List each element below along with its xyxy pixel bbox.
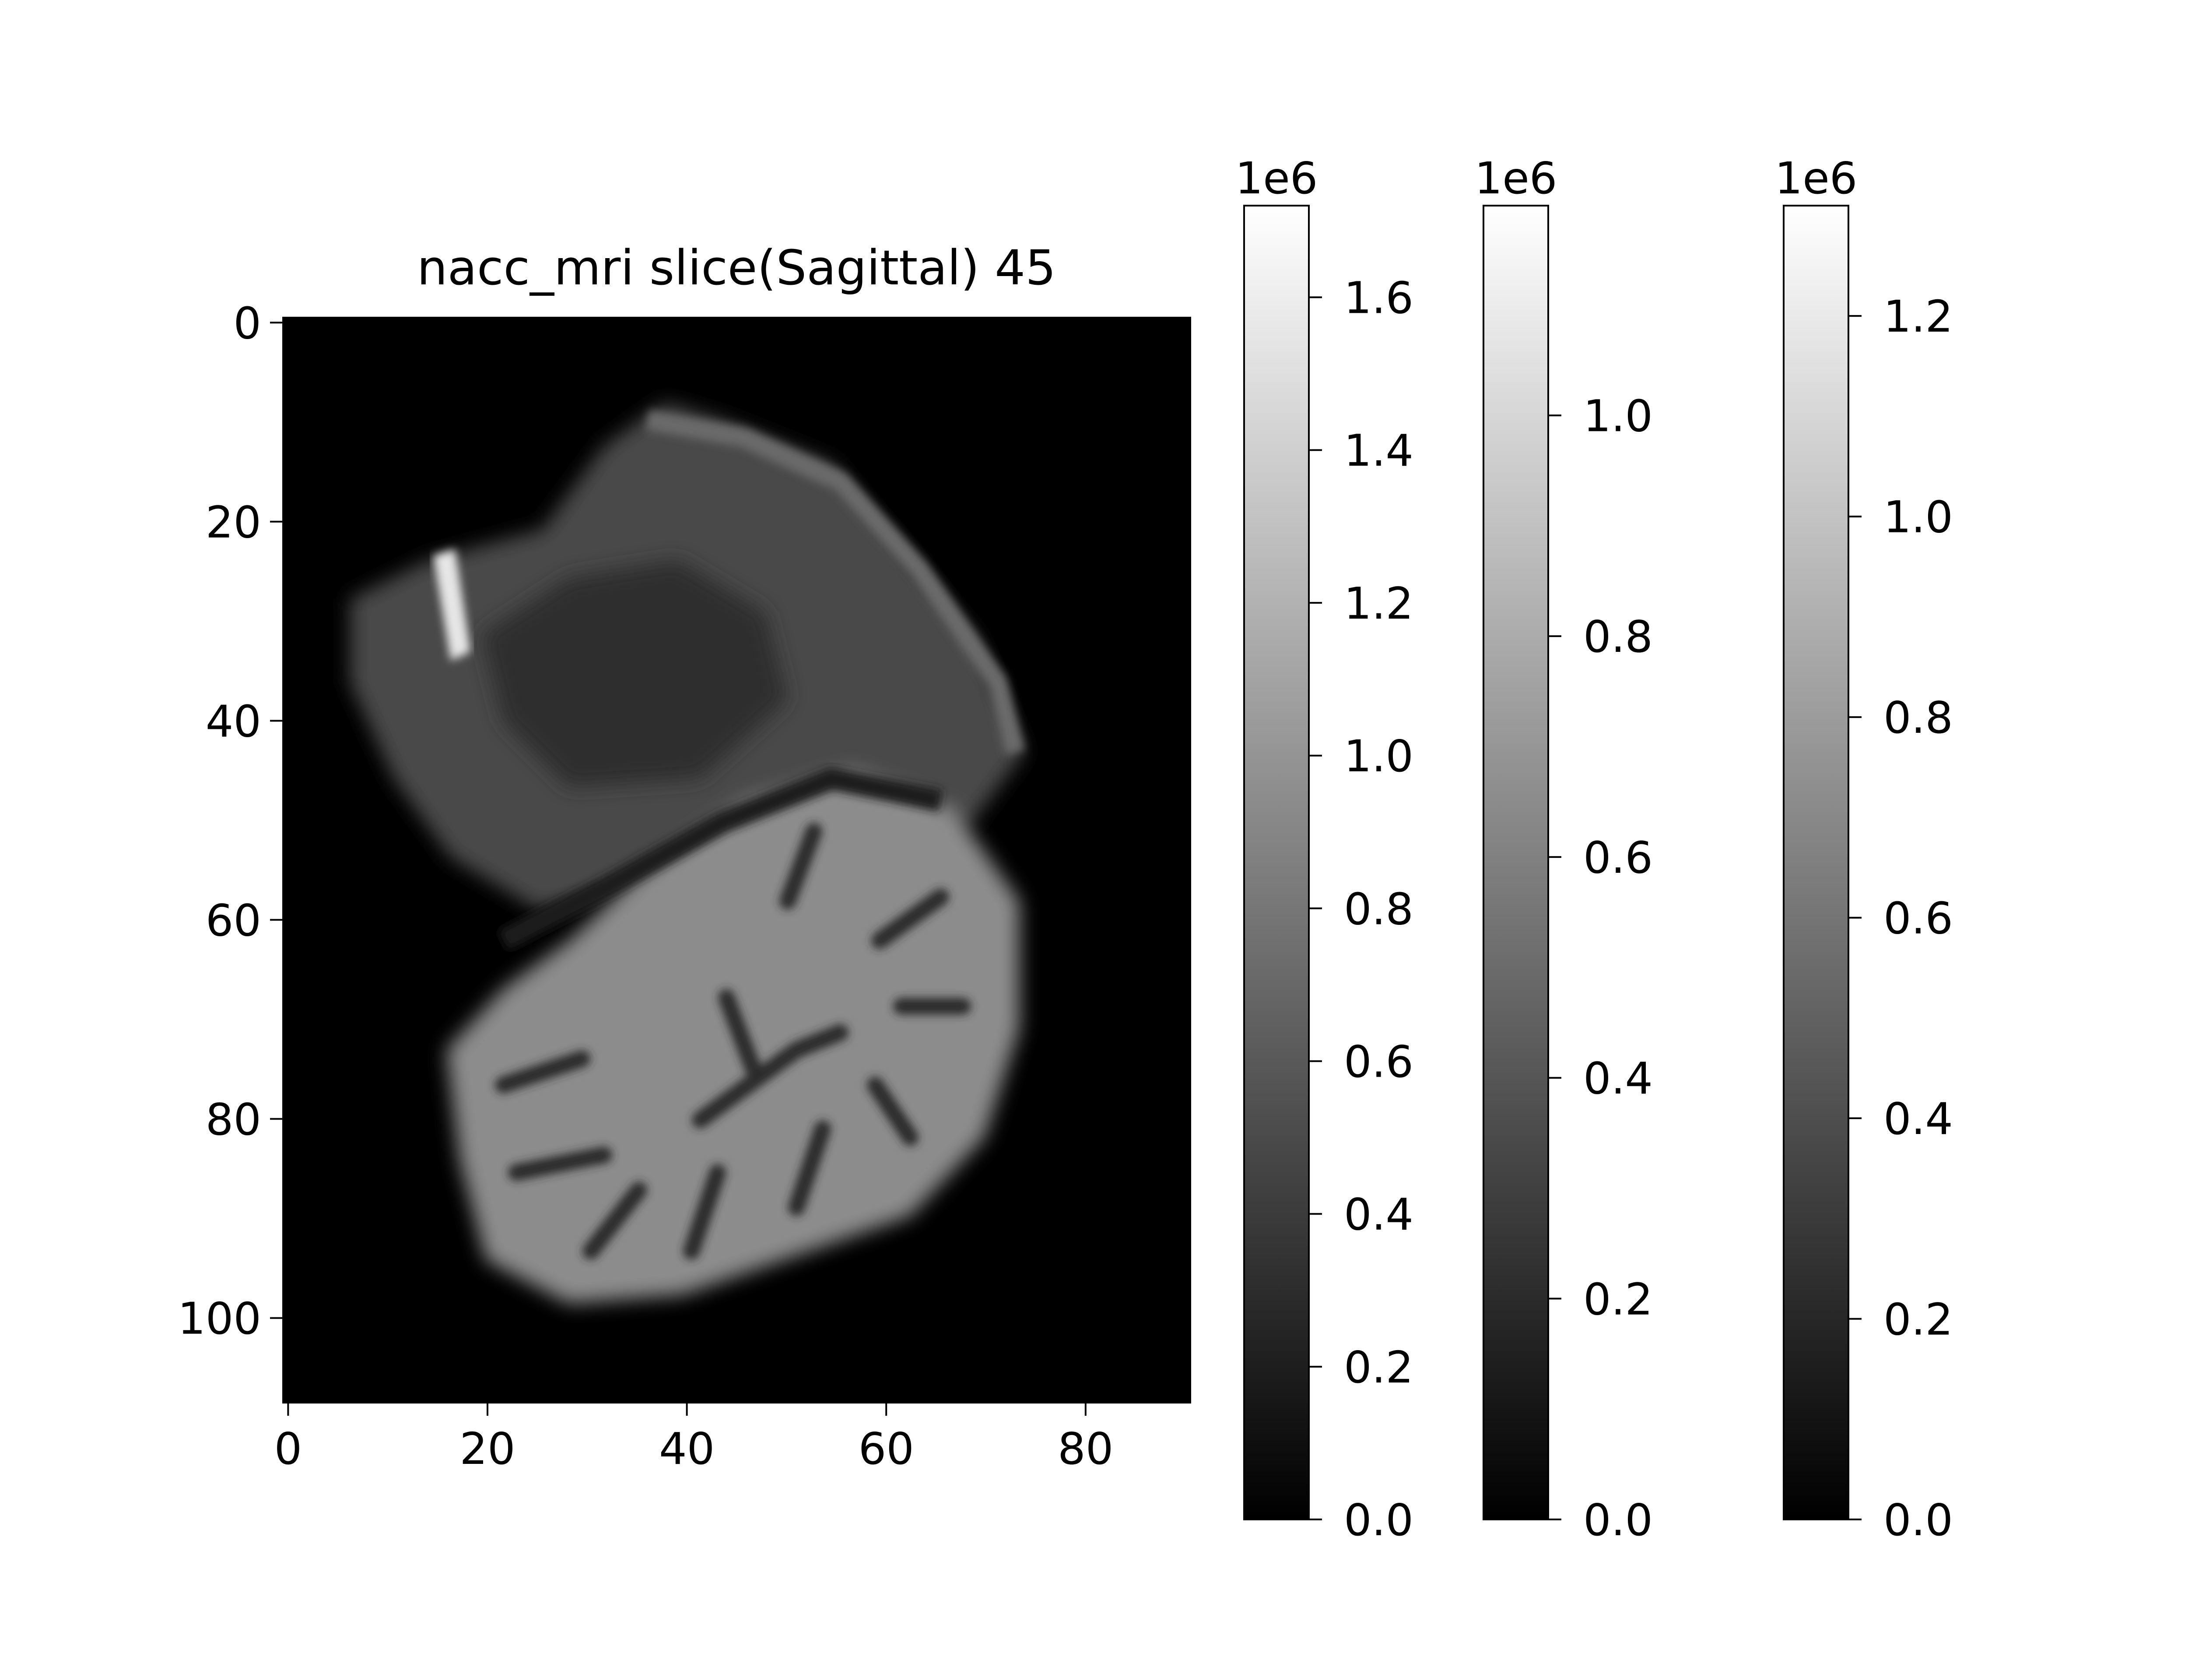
colorbars: 1e6 0.0 0.2 0.4 0.6 0.8 1.0 1.2 1.4 1.6 1e6 0.0 0.2 0… bbox=[1235, 153, 1953, 1546]
x-tick-label: 0 bbox=[274, 1423, 302, 1474]
plot-frame bbox=[282, 317, 1191, 1404]
mri-image-panel: nacc_mri slice(Sagittal) 45 bbox=[178, 240, 1191, 1474]
x-tick-label: 80 bbox=[1058, 1423, 1113, 1474]
colorbar-1: 1e6 0.0 0.2 0.4 0.6 0.8 1.0 1.2 1.4 1.6 bbox=[1235, 153, 1413, 1546]
y-tick-label: 20 bbox=[206, 497, 261, 548]
colorbar-tick-label: 1.2 bbox=[1344, 578, 1413, 629]
colorbar-tick-label: 0.6 bbox=[1344, 1036, 1413, 1087]
colorbar-tick-label: 0.8 bbox=[1583, 611, 1653, 662]
x-tick-label: 60 bbox=[859, 1423, 914, 1474]
y-tick-label: 100 bbox=[178, 1293, 261, 1344]
colorbar-tick-label: 0.4 bbox=[1583, 1053, 1653, 1104]
y-tick-label: 40 bbox=[206, 696, 261, 747]
y-tick-label: 0 bbox=[233, 298, 261, 349]
colorbar-tick-label: 0.4 bbox=[1344, 1189, 1413, 1240]
colorbar-tick-label: 0.4 bbox=[1883, 1093, 1953, 1144]
x-tick-label: 40 bbox=[659, 1423, 715, 1474]
brain-upper-dark-core bbox=[481, 560, 788, 788]
x-axis-ticks: 0 20 40 60 80 bbox=[274, 1403, 1113, 1474]
colorbar-tick-label: 0.6 bbox=[1883, 893, 1953, 944]
bright-streak bbox=[433, 549, 470, 661]
colorbar-tick-label: 0.2 bbox=[1583, 1274, 1653, 1325]
colorbar-tick-label: 0.0 bbox=[1583, 1494, 1653, 1546]
colorbar-tick-label: 1.0 bbox=[1583, 390, 1653, 441]
colorbar-frame bbox=[1243, 205, 1310, 1520]
colorbar-tick-label: 0.2 bbox=[1344, 1342, 1413, 1393]
colorbar-tick-label: 0.2 bbox=[1883, 1294, 1953, 1345]
colorbar-offset-label: 1e6 bbox=[1775, 153, 1858, 204]
colorbar-offset-label: 1e6 bbox=[1475, 153, 1557, 204]
colorbar-tick-label: 1.0 bbox=[1883, 492, 1953, 543]
colorbar-2: 1e6 0.0 0.2 0.4 0.6 0.8 1.0 bbox=[1475, 153, 1653, 1546]
colorbar-tick-label: 0.0 bbox=[1344, 1494, 1413, 1546]
lobe-boundary bbox=[498, 767, 943, 951]
colorbar-gradient bbox=[1483, 206, 1548, 1519]
y-axis-ticks: 0 20 40 60 80 100 bbox=[178, 298, 283, 1344]
mri-slice-image bbox=[283, 318, 1190, 1403]
colorbar-frame bbox=[1483, 205, 1549, 1520]
colorbar-gradient bbox=[1244, 206, 1309, 1519]
colorbar-3: 1e6 0.0 0.2 0.4 0.6 0.8 1.0 1.2 bbox=[1775, 153, 1953, 1546]
colorbar-tick-label: 1.2 bbox=[1883, 291, 1953, 342]
colorbar-frame bbox=[1783, 205, 1849, 1520]
colorbar-tick-label: 0.6 bbox=[1583, 832, 1653, 883]
colorbar-tick-label: 1.4 bbox=[1344, 425, 1413, 476]
y-tick-label: 80 bbox=[206, 1094, 261, 1145]
colorbar-tick-label: 0.8 bbox=[1344, 883, 1413, 934]
colorbar-tick-label: 0.8 bbox=[1883, 692, 1953, 743]
y-tick-label: 60 bbox=[206, 895, 261, 946]
chart-title: nacc_mri slice(Sagittal) 45 bbox=[417, 240, 1056, 296]
brain-upper-rim bbox=[645, 410, 1025, 755]
colorbar-tick-label: 1.0 bbox=[1344, 731, 1413, 782]
colorbar-tick-label: 1.6 bbox=[1344, 273, 1413, 324]
x-tick-label: 20 bbox=[459, 1423, 515, 1474]
brain-sulci bbox=[495, 823, 971, 1260]
colorbar-tick-label: 0.0 bbox=[1883, 1494, 1953, 1546]
colorbar-offset-label: 1e6 bbox=[1235, 153, 1318, 204]
colorbar-gradient bbox=[1784, 206, 1848, 1519]
